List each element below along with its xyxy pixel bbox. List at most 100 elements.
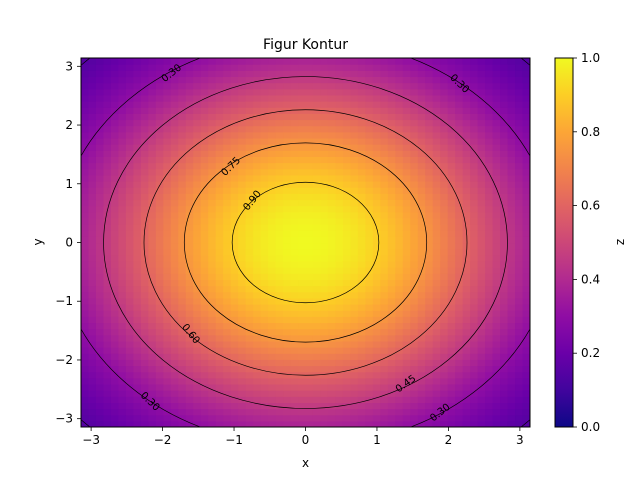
- heatmap-cell: [320, 70, 329, 78]
- heatmap-cell: [372, 310, 381, 317]
- heatmap-cell: [200, 150, 209, 157]
- heatmap-cell: [268, 217, 277, 225]
- heatmap-cell: [253, 230, 262, 237]
- heatmap-cell: [507, 328, 516, 336]
- heatmap-cell: [320, 217, 329, 225]
- heatmap-cell: [260, 199, 269, 207]
- heatmap-cell: [515, 162, 524, 170]
- heatmap-cell: [155, 137, 164, 145]
- heatmap-cell: [402, 217, 411, 225]
- heatmap-cell: [492, 279, 501, 287]
- heatmap-cell: [440, 267, 449, 274]
- heatmap-cell: [178, 408, 187, 416]
- heatmap-cell: [380, 297, 389, 305]
- heatmap-cell: [305, 267, 314, 274]
- heatmap-cell: [170, 377, 179, 385]
- heatmap-cell: [110, 137, 120, 145]
- heatmap-cell: [125, 199, 134, 207]
- heatmap-cell: [81, 420, 90, 427]
- heatmap-cell: [470, 193, 479, 201]
- heatmap-cell: [470, 82, 479, 90]
- heatmap-cell: [253, 144, 262, 151]
- heatmap-cell: [193, 230, 202, 237]
- heatmap-cell: [230, 328, 239, 336]
- heatmap-cell: [170, 383, 179, 391]
- heatmap-cell: [81, 224, 90, 231]
- heatmap-cell: [432, 144, 441, 151]
- heatmap-cell: [380, 107, 389, 114]
- heatmap-cell: [223, 297, 232, 305]
- heatmap-cell: [200, 353, 209, 360]
- heatmap-cell: [515, 297, 524, 305]
- heatmap-cell: [440, 279, 449, 287]
- heatmap-cell: [193, 353, 202, 360]
- heatmap-cell: [290, 390, 299, 397]
- heatmap-cell: [507, 70, 516, 78]
- heatmap-cell: [110, 316, 120, 324]
- heatmap-cell: [238, 101, 247, 108]
- heatmap-cell: [133, 371, 142, 379]
- heatmap-cell: [365, 174, 374, 182]
- heatmap-cell: [305, 58, 314, 65]
- heatmap-cell: [365, 181, 374, 188]
- heatmap-cell: [402, 304, 411, 311]
- heatmap-cell: [268, 113, 277, 121]
- heatmap-cell: [148, 371, 157, 379]
- heatmap-cell: [290, 316, 299, 324]
- heatmap-cell: [133, 82, 142, 90]
- heatmap-cell: [88, 322, 97, 330]
- heatmap-cell: [305, 347, 314, 354]
- heatmap-cell: [380, 119, 389, 127]
- heatmap-cell: [178, 267, 187, 274]
- heatmap-cell: [372, 174, 381, 182]
- heatmap-cell: [327, 248, 337, 256]
- heatmap-cell: [95, 377, 105, 385]
- heatmap-cell: [350, 113, 359, 121]
- heatmap-cell: [425, 365, 434, 373]
- heatmap-cell: [507, 174, 516, 182]
- heatmap-cell: [193, 291, 202, 299]
- heatmap-cell: [402, 365, 411, 373]
- heatmap-cell: [103, 390, 112, 397]
- heatmap-cell: [365, 113, 374, 121]
- heatmap-cell: [200, 260, 209, 268]
- heatmap-cell: [462, 107, 471, 114]
- heatmap-cell: [522, 125, 530, 133]
- heatmap-cell: [230, 181, 239, 188]
- heatmap-cell: [515, 371, 524, 379]
- heatmap-cell: [118, 334, 127, 342]
- heatmap-cell: [163, 174, 172, 182]
- heatmap-cell: [253, 205, 262, 213]
- heatmap-cell: [253, 242, 262, 250]
- heatmap-cell: [200, 365, 209, 373]
- heatmap-cell: [140, 414, 149, 422]
- heatmap-cell: [178, 156, 187, 164]
- heatmap-cell: [230, 217, 239, 225]
- heatmap-cell: [500, 137, 509, 145]
- heatmap-cell: [260, 230, 269, 237]
- heatmap-cell: [485, 76, 494, 84]
- heatmap-cell: [365, 144, 374, 151]
- heatmap-cell: [88, 131, 97, 139]
- heatmap-cell: [238, 390, 247, 397]
- heatmap-cell: [485, 94, 494, 102]
- heatmap-cell: [477, 94, 486, 102]
- heatmap-cell: [275, 353, 284, 360]
- heatmap-cell: [118, 328, 127, 336]
- heatmap-cell: [215, 131, 224, 139]
- heatmap-cell: [95, 359, 105, 367]
- heatmap-cell: [432, 248, 441, 256]
- heatmap-cell: [163, 285, 172, 293]
- heatmap-cell: [238, 334, 247, 342]
- heatmap-cell: [230, 131, 239, 139]
- heatmap-cell: [327, 383, 337, 391]
- heatmap-cell: [417, 58, 426, 65]
- heatmap-cell: [312, 193, 322, 201]
- heatmap-cell: [312, 396, 322, 403]
- heatmap-cell: [268, 168, 277, 176]
- heatmap-cell: [417, 383, 426, 391]
- heatmap-cell: [447, 242, 456, 250]
- heatmap-cell: [193, 273, 202, 280]
- heatmap-cell: [305, 310, 314, 317]
- heatmap-cell: [305, 211, 314, 219]
